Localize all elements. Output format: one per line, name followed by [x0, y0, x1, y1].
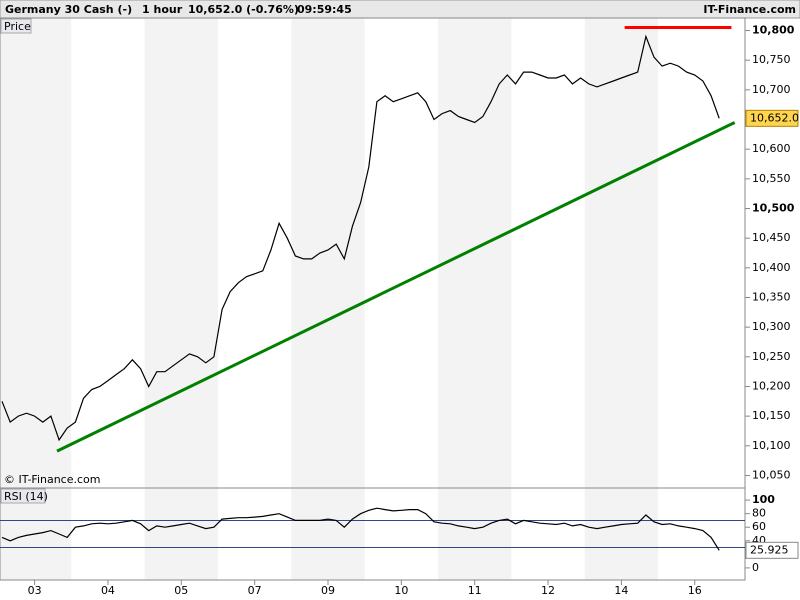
y-tick-label: 10,800: [752, 24, 795, 37]
panel-tag: [0, 18, 32, 34]
panel-tag: [0, 488, 46, 504]
quote: 10,652.0 (-0.76%): [188, 3, 299, 16]
last-rsi-box: [745, 541, 799, 559]
y-tick-label: 10,350: [752, 290, 791, 303]
y-tick-label: 10,500: [752, 202, 795, 215]
day-band: [584, 18, 659, 488]
time: 09:59:45: [297, 3, 352, 16]
x-tick-label: 10: [394, 584, 408, 597]
last-price-box: [745, 109, 799, 127]
y-tick-label: 80: [752, 507, 766, 520]
last-price-label: 10,652.0: [750, 111, 799, 124]
y-tick-label: 10,750: [752, 53, 791, 66]
y-tick-label: 0: [752, 561, 759, 574]
x-tick-label: 16: [688, 584, 702, 597]
y-tick-label: 10,050: [752, 468, 791, 481]
y-tick-label: 10,550: [752, 172, 791, 185]
x-tick-label: 03: [28, 584, 42, 597]
x-tick-label: 05: [174, 584, 188, 597]
rsi-panel: [0, 487, 746, 581]
y-tick-label: 10,700: [752, 83, 791, 96]
y-tick-label: 10,450: [752, 231, 791, 244]
day-band: [144, 488, 218, 580]
series-line: [1, 507, 720, 551]
day-band: [584, 488, 659, 580]
period: 1 hour: [142, 3, 183, 16]
rsi-title: RSI (14): [4, 490, 48, 503]
y-tick-label: 10,600: [752, 142, 791, 155]
price-title: Price: [4, 20, 31, 33]
x-tick-label: 14: [614, 584, 628, 597]
y-tick-label: 100: [752, 493, 775, 506]
watermark: © IT-Finance.com: [4, 473, 101, 486]
trend-line: [56, 121, 736, 453]
day-band: [0, 18, 72, 488]
brand: IT-Finance.com: [703, 3, 796, 16]
day-band: [438, 488, 512, 580]
day-band: [291, 18, 365, 488]
x-tick-label: 04: [101, 584, 115, 597]
x-tick-label: 11: [468, 584, 482, 597]
x-tick-label: 12: [541, 584, 555, 597]
day-band: [144, 18, 218, 488]
y-tick-label: 10,100: [752, 439, 791, 452]
series-line: [1, 34, 720, 442]
instrument: Germany 30 Cash (-): [5, 3, 132, 16]
y-tick-label: 10,200: [752, 379, 791, 392]
day-band: [291, 488, 365, 580]
y-tick-label: 10,250: [752, 350, 791, 363]
y-tick-label: 60: [752, 520, 766, 533]
y-tick-label: 10,300: [752, 320, 791, 333]
last-rsi-label: 25.925: [750, 543, 789, 556]
x-tick-label: 09: [321, 584, 335, 597]
y-tick-label: 10,400: [752, 261, 791, 274]
day-band: [438, 18, 512, 488]
x-tick-label: 07: [248, 584, 262, 597]
y-tick-label: 10,150: [752, 409, 791, 422]
